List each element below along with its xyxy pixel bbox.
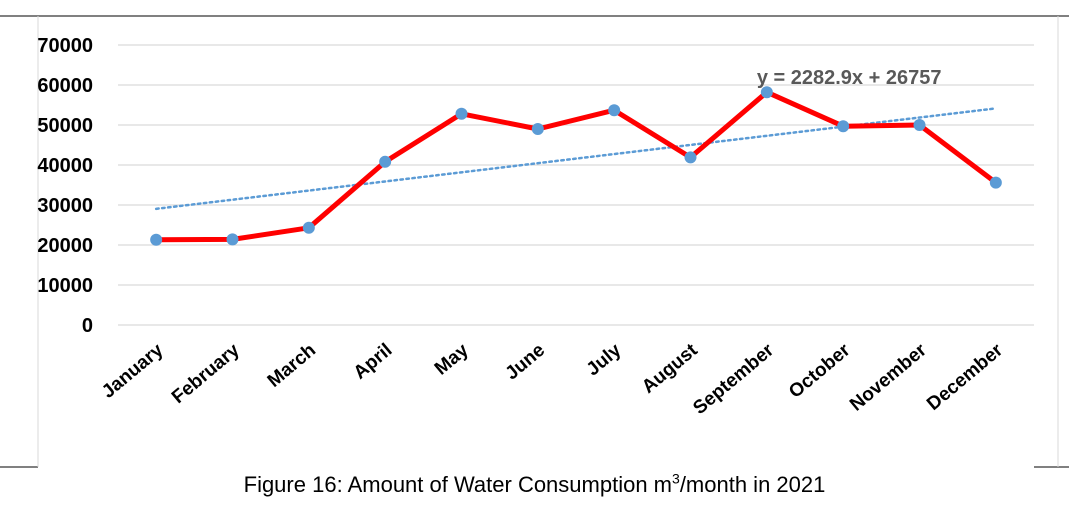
x-tick-label: February: [168, 339, 244, 408]
data-point: [226, 233, 239, 246]
y-tick-label: 40000: [37, 155, 93, 177]
data-point: [150, 233, 163, 246]
data-point: [837, 120, 850, 133]
x-tick-label: September: [689, 339, 778, 419]
y-tick-label: 10000: [37, 275, 93, 297]
data-point: [531, 123, 544, 135]
x-tick-label: December: [923, 339, 1007, 415]
data-point: [379, 155, 392, 168]
trendline-equation: y = 2282.9x + 26757: [757, 67, 942, 89]
data-point: [913, 119, 926, 131]
data-point: [760, 86, 773, 99]
y-tick-label: 60000: [37, 75, 93, 97]
y-tick-label: 0: [82, 315, 93, 337]
x-tick-label: August: [638, 339, 702, 398]
y-tick-label: 30000: [37, 195, 93, 217]
caption-superscript: 3: [672, 470, 680, 487]
figure-caption: Figure 16: Amount of Water Consumption m…: [0, 472, 1069, 498]
x-tick-label: November: [846, 339, 931, 415]
x-tick-label: January: [98, 339, 168, 402]
caption-prefix: Figure 16: Amount of Water Consumption m: [243, 472, 673, 497]
x-tick-label: June: [502, 340, 549, 385]
data-point: [302, 221, 315, 234]
x-tick-label: April: [350, 340, 397, 384]
y-tick-label: 20000: [37, 235, 93, 257]
data-point: [608, 104, 621, 117]
series-line: [153, 89, 999, 243]
x-tick-label: October: [785, 339, 855, 402]
data-point: [684, 151, 697, 164]
line-chart: 0 10000 20000 30000 40000 50000 60000 70000 Jan…: [0, 15, 1069, 468]
x-tick-label: July: [583, 339, 626, 380]
caption-suffix: /month in 2021: [679, 472, 826, 497]
data-point: [989, 176, 1002, 189]
x-tick-label: May: [431, 339, 473, 379]
data-point: [455, 107, 468, 120]
x-tick-label: March: [264, 340, 320, 392]
y-tick-label: 70000: [37, 35, 93, 57]
y-tick-label: 50000: [37, 115, 93, 137]
